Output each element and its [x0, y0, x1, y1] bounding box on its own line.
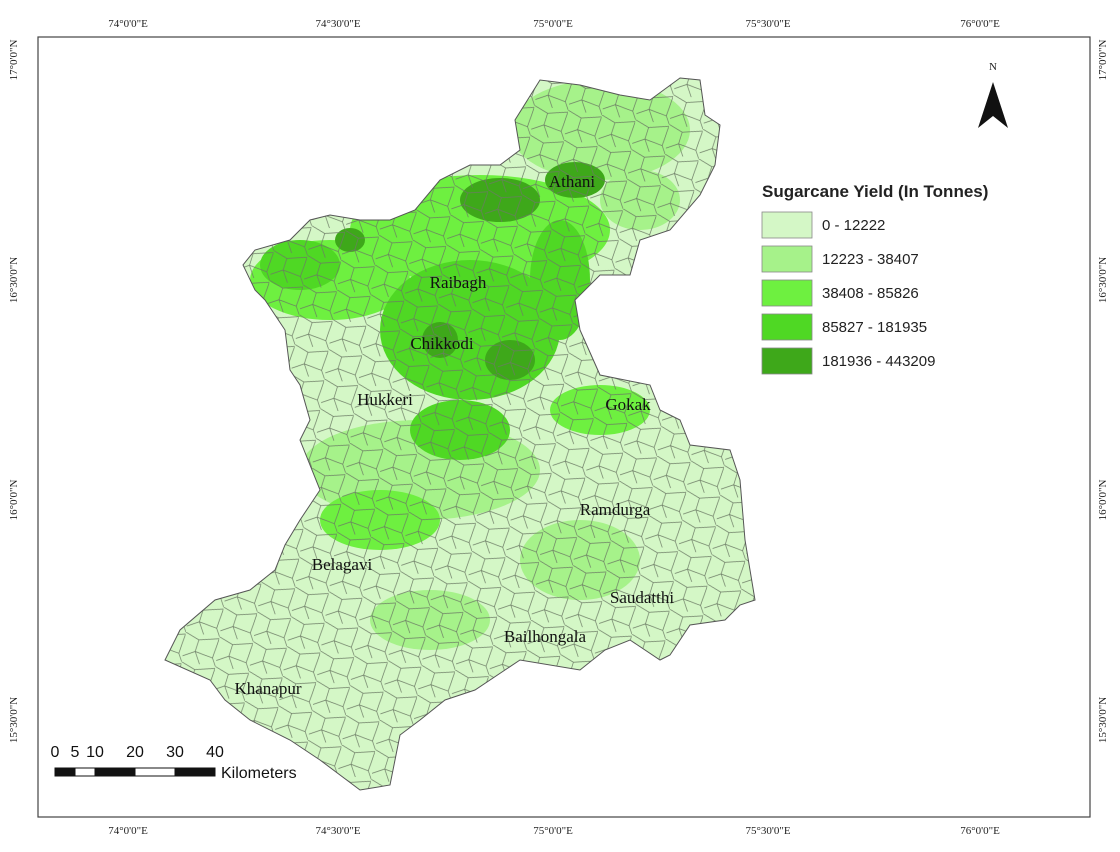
- place-label: Belagavi: [312, 555, 373, 574]
- scale-tick-label: 40: [206, 744, 224, 761]
- legend-swatch: [761, 313, 813, 341]
- longitude-label: 76°0'0"E: [960, 18, 1000, 30]
- longitude-label: 76°0'0"E: [960, 825, 1000, 837]
- longitude-label: 74°30'0"E: [315, 18, 360, 30]
- place-label: Gokak: [605, 395, 651, 414]
- scale-segment: [74, 767, 96, 777]
- legend-label: 12223 - 38407: [822, 251, 919, 268]
- place-label: Athani: [549, 172, 596, 191]
- place-label: Khanapur: [234, 679, 301, 698]
- longitude-label: 75°0'0"E: [533, 18, 573, 30]
- longitude-label: 74°0'0"E: [108, 18, 148, 30]
- latitude-label: 17°0'0"N: [1097, 40, 1109, 81]
- legend-swatch: [761, 347, 813, 375]
- place-label: Saudatthi: [610, 588, 674, 607]
- north-label: N: [989, 61, 997, 73]
- scale-segment: [134, 767, 176, 777]
- longitude-label: 75°0'0"E: [533, 825, 573, 837]
- latitude-label: 16°30'0"N: [1097, 257, 1109, 303]
- latitude-label: 16°0'0"N: [1097, 480, 1109, 521]
- place-label: Hukkeri: [357, 390, 413, 409]
- longitude-label: 75°30'0"E: [745, 825, 790, 837]
- latitude-label: 16°30'0"N: [8, 257, 20, 303]
- district-outline: [164, 77, 756, 791]
- legend-label: 38408 - 85826: [822, 285, 919, 302]
- scale-segment: [54, 767, 76, 777]
- legend-title: Sugarcane Yield (In Tonnes): [762, 182, 988, 201]
- scale-tick-label: 10: [86, 744, 104, 761]
- scale-unit: Kilometers: [221, 765, 297, 782]
- place-label: Bailhongala: [504, 627, 587, 646]
- legend-label: 181936 - 443209: [822, 353, 935, 370]
- latitude-label: 15°30'0"N: [8, 697, 20, 743]
- legend-swatch: [761, 279, 813, 307]
- place-label: Chikkodi: [410, 334, 474, 353]
- north-arrow: [978, 82, 1008, 128]
- legend-swatch: [761, 245, 813, 273]
- place-label: Raibagh: [430, 273, 487, 292]
- latitude-label: 15°30'0"N: [1097, 697, 1109, 743]
- longitude-label: 74°0'0"E: [108, 825, 148, 837]
- legend-label: 0 - 12222: [822, 217, 885, 234]
- scale-segment: [174, 767, 216, 777]
- scale-segment: [94, 767, 136, 777]
- legend-label: 85827 - 181935: [822, 319, 927, 336]
- latitude-label: 17°0'0"N: [8, 40, 20, 81]
- scale-tick-label: 5: [71, 744, 80, 761]
- place-label: Ramdurga: [580, 500, 651, 519]
- scale-tick-label: 20: [126, 744, 144, 761]
- longitude-label: 75°30'0"E: [745, 18, 790, 30]
- scale-tick-label: 30: [166, 744, 184, 761]
- scale-tick-label: 0: [51, 744, 60, 761]
- legend-swatch: [761, 211, 813, 239]
- latitude-label: 16°0'0"N: [8, 480, 20, 521]
- longitude-label: 74°30'0"E: [315, 825, 360, 837]
